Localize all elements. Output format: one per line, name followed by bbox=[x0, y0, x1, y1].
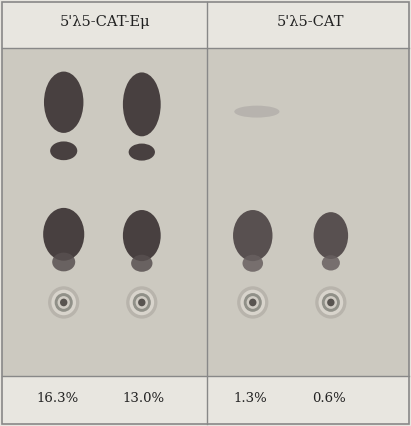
Ellipse shape bbox=[244, 293, 262, 312]
Ellipse shape bbox=[322, 255, 340, 271]
Ellipse shape bbox=[55, 293, 73, 312]
Ellipse shape bbox=[237, 286, 268, 319]
Ellipse shape bbox=[123, 72, 161, 136]
Ellipse shape bbox=[48, 286, 79, 319]
Ellipse shape bbox=[60, 299, 67, 306]
Ellipse shape bbox=[233, 210, 272, 261]
Bar bbox=[2, 376, 409, 424]
Ellipse shape bbox=[234, 106, 279, 118]
Ellipse shape bbox=[242, 255, 263, 272]
Ellipse shape bbox=[44, 72, 83, 133]
Ellipse shape bbox=[249, 299, 256, 306]
Ellipse shape bbox=[50, 141, 77, 160]
Ellipse shape bbox=[129, 290, 154, 315]
Text: 1.3%: 1.3% bbox=[234, 392, 268, 405]
Ellipse shape bbox=[136, 296, 148, 309]
Ellipse shape bbox=[126, 286, 157, 319]
Ellipse shape bbox=[133, 293, 151, 312]
Bar bbox=[2, 2, 409, 48]
Ellipse shape bbox=[315, 286, 346, 319]
Ellipse shape bbox=[58, 296, 70, 309]
Bar bbox=[2, 48, 409, 376]
Ellipse shape bbox=[123, 210, 161, 261]
Ellipse shape bbox=[51, 290, 76, 315]
Ellipse shape bbox=[131, 255, 152, 272]
Ellipse shape bbox=[129, 144, 155, 161]
Ellipse shape bbox=[240, 290, 265, 315]
Ellipse shape bbox=[138, 299, 145, 306]
Ellipse shape bbox=[322, 293, 340, 312]
Text: 13.0%: 13.0% bbox=[123, 392, 165, 405]
Ellipse shape bbox=[52, 253, 75, 271]
Text: 5'λ5-CAT-Eμ: 5'λ5-CAT-Eμ bbox=[60, 15, 150, 29]
Text: 5'λ5-CAT: 5'λ5-CAT bbox=[277, 15, 344, 29]
Ellipse shape bbox=[247, 296, 259, 309]
Ellipse shape bbox=[319, 290, 343, 315]
Text: 16.3%: 16.3% bbox=[37, 392, 79, 405]
Ellipse shape bbox=[314, 212, 348, 259]
Ellipse shape bbox=[327, 299, 335, 306]
Text: 0.6%: 0.6% bbox=[312, 392, 346, 405]
Ellipse shape bbox=[43, 208, 84, 261]
Ellipse shape bbox=[325, 296, 337, 309]
